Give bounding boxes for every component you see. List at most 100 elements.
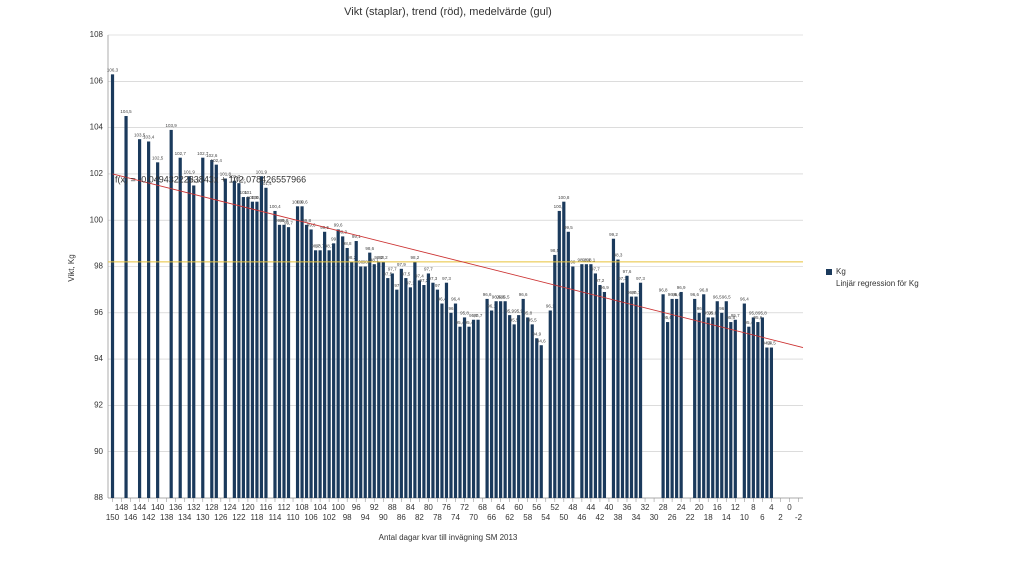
value-label: 103,5 — [134, 132, 146, 137]
bar — [187, 176, 191, 498]
x-tick-label: 106 — [304, 513, 318, 522]
value-label: 100,6 — [292, 199, 304, 204]
value-label: 98,1 — [587, 257, 596, 262]
x-tick-label: 24 — [677, 503, 686, 512]
bar — [526, 317, 530, 498]
value-label: 95,7 — [731, 313, 740, 318]
value-label: 99,8 — [302, 218, 311, 223]
value-label: 96 — [719, 306, 725, 311]
value-label: 96,6 — [519, 292, 528, 297]
bar — [390, 273, 394, 498]
trend-equation: f(x) = -0,0494322283843x + 102,078426557… — [115, 174, 306, 184]
bar — [431, 282, 435, 498]
value-label: 101 — [240, 190, 248, 195]
value-label: 98,1 — [582, 257, 591, 262]
value-label: 97,1 — [406, 281, 415, 286]
bar — [440, 303, 444, 498]
x-tick-label: 98 — [343, 513, 352, 522]
value-label: 94,9 — [532, 331, 541, 336]
x-tick-label: 48 — [568, 503, 577, 512]
bar — [309, 229, 313, 498]
bar — [192, 185, 196, 498]
bar — [733, 319, 737, 498]
x-tick-label: 86 — [397, 513, 406, 522]
y-tick-label: 98 — [94, 262, 103, 271]
y-tick-label: 108 — [90, 30, 104, 39]
x-tick-label: 144 — [133, 503, 147, 512]
x-tick-label: 40 — [604, 503, 613, 512]
x-tick-label: 118 — [251, 513, 264, 522]
x-tick-label: 58 — [523, 513, 532, 522]
bar — [169, 129, 173, 499]
value-label: 101,4 — [260, 181, 272, 186]
y-tick-label: 94 — [94, 354, 103, 363]
value-label: 101,5 — [188, 179, 200, 184]
bar — [715, 301, 719, 498]
value-label: 97,2 — [420, 278, 429, 283]
x-tick-label: 100 — [331, 503, 345, 512]
value-label: 103,9 — [166, 123, 178, 128]
x-tick-label: 30 — [650, 513, 659, 522]
bar — [530, 324, 534, 498]
value-label: 98,7 — [311, 243, 320, 248]
value-label: 97,3 — [429, 276, 438, 281]
bar — [490, 310, 494, 498]
value-label: 100,8 — [251, 195, 263, 200]
value-label: 98,1 — [370, 257, 379, 262]
value-label: 101,9 — [256, 169, 268, 174]
value-label: 96,4 — [438, 297, 447, 302]
value-label: 101,6 — [233, 176, 245, 181]
bar — [381, 261, 385, 498]
value-label: 99,7 — [284, 220, 293, 225]
y-tick-label: 102 — [90, 169, 104, 178]
x-tick-label: 146 — [124, 513, 138, 522]
x-tick-label: 64 — [496, 503, 505, 512]
value-label: 96,4 — [451, 297, 460, 302]
bar — [368, 252, 372, 498]
bar — [670, 298, 674, 498]
value-label: 102,7 — [175, 151, 187, 156]
x-tick-label: 0 — [787, 503, 792, 512]
bar — [223, 178, 227, 498]
bar — [458, 326, 462, 498]
value-label: 97,5 — [401, 271, 410, 276]
value-label: 99,6 — [334, 223, 343, 228]
y-tick-label: 104 — [90, 123, 104, 132]
bar — [210, 160, 214, 498]
x-tick-label: 140 — [151, 503, 165, 512]
value-label: 102,4 — [211, 158, 223, 163]
x-tick-label: 102 — [322, 513, 336, 522]
value-label: 102,6 — [206, 153, 218, 158]
bar — [422, 285, 426, 498]
x-tick-label: 32 — [641, 503, 650, 512]
value-label: 98,6 — [365, 246, 374, 251]
bar — [584, 264, 588, 498]
bar — [255, 201, 259, 498]
bar — [300, 206, 304, 498]
bar — [156, 162, 160, 498]
x-tick-label: 52 — [550, 503, 559, 512]
value-label: 101,8 — [220, 172, 232, 177]
x-tick-label: 22 — [686, 513, 695, 522]
bar — [589, 264, 593, 498]
value-label: 95,8 — [708, 311, 717, 316]
x-tick-label: 14 — [722, 513, 731, 522]
value-label: 96,1 — [546, 304, 555, 309]
value-label: 101,9 — [184, 169, 196, 174]
x-tick-label: 92 — [370, 503, 379, 512]
value-label: 95,4 — [456, 320, 465, 325]
x-tick-label: 82 — [415, 513, 424, 522]
x-tick-label: 148 — [115, 503, 129, 512]
bar — [494, 301, 498, 498]
value-label: 99,2 — [609, 232, 618, 237]
bar — [453, 303, 458, 498]
bar — [508, 315, 512, 498]
bar — [611, 238, 616, 498]
bar — [449, 312, 453, 498]
bar — [214, 164, 218, 498]
value-label: 98,7 — [316, 243, 325, 248]
value-label: 94,5 — [767, 341, 776, 346]
x-tick-label: 120 — [241, 503, 255, 512]
value-label: 102,7 — [197, 151, 209, 156]
bar — [765, 347, 769, 498]
